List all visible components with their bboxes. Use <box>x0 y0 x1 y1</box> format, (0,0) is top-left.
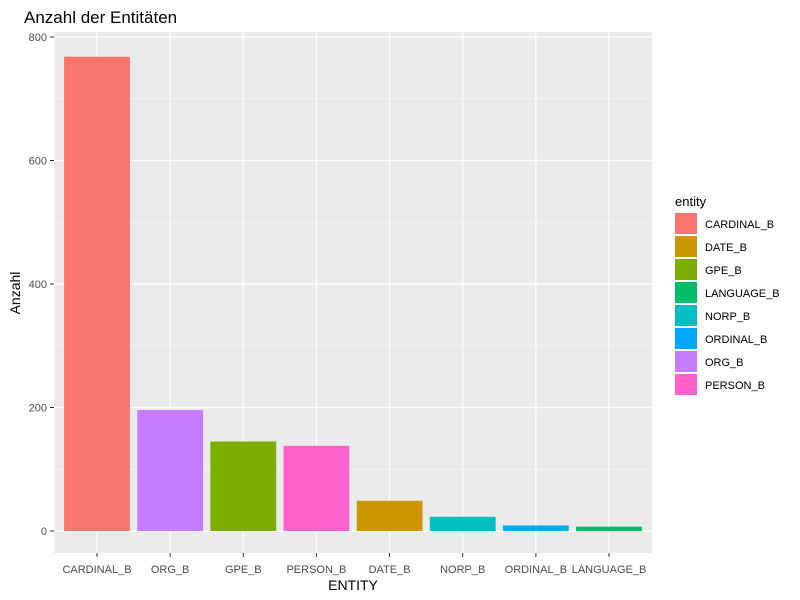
bar-cardinal-b <box>64 56 130 531</box>
bar-org-b <box>137 409 204 531</box>
legend-swatch-date-b <box>675 236 697 257</box>
x-axis: CARDINAL_B ORG_B GPE_B PERSON_B DATE_B NORP_B… <box>62 553 646 576</box>
y-tick-label: 800 <box>29 32 47 44</box>
legend-label: NORP_B <box>705 311 750 323</box>
x-tick-label: GPE_B <box>225 564 262 576</box>
legend-label: DATE_B <box>705 242 747 254</box>
bar-gpe-b <box>210 441 277 531</box>
legend-swatch-ordinal-b <box>675 328 697 349</box>
y-axis: 0 200 400 600 800 <box>29 32 54 538</box>
x-tick-label: ORG_B <box>151 564 190 576</box>
legend-label: ORDINAL_B <box>705 334 767 346</box>
bar-person-b <box>283 445 350 531</box>
bar-language-b <box>576 526 642 531</box>
x-tick-label: NORP_B <box>440 564 485 576</box>
legend-swatch-cardinal-b <box>675 213 697 234</box>
legend-swatch-person-b <box>675 374 697 395</box>
chart-title: Anzahl der Entitäten <box>24 8 177 27</box>
x-axis-title: ENTITY <box>328 577 378 593</box>
bar-ordinal-b <box>502 525 569 531</box>
x-tick-label: CARDINAL_B <box>62 564 131 576</box>
bar-date-b <box>356 500 423 531</box>
legend-swatch-gpe-b <box>675 259 697 280</box>
legend-label: PERSON_B <box>705 380 765 392</box>
y-tick-label: 200 <box>29 403 47 415</box>
legend-swatch-org-b <box>675 351 697 372</box>
bar-norp-b <box>429 516 496 531</box>
legend-label: GPE_B <box>705 265 742 277</box>
y-tick-label: 600 <box>29 156 47 168</box>
x-tick-label: DATE_B <box>369 564 411 576</box>
x-tick-label: PERSON_B <box>286 564 346 576</box>
legend-title: entity <box>675 194 707 209</box>
x-tick-label: LANGUAGE_B <box>572 564 647 576</box>
x-tick-label: ORDINAL_B <box>505 564 567 576</box>
bars <box>64 56 642 531</box>
legend-swatch-norp-b <box>675 305 697 326</box>
y-tick-label: 0 <box>41 526 47 538</box>
y-axis-title: Anzahl <box>7 272 23 315</box>
legend-swatch-language-b <box>675 282 697 303</box>
legend-label: ORG_B <box>705 357 744 369</box>
legend-label: LANGUAGE_B <box>705 288 780 300</box>
legend: entity CARDINAL_B DATE_B GPE_B LANGUAGE_B NO… <box>675 194 780 395</box>
y-tick-label: 400 <box>29 279 47 291</box>
legend-label: CARDINAL_B <box>705 219 774 231</box>
